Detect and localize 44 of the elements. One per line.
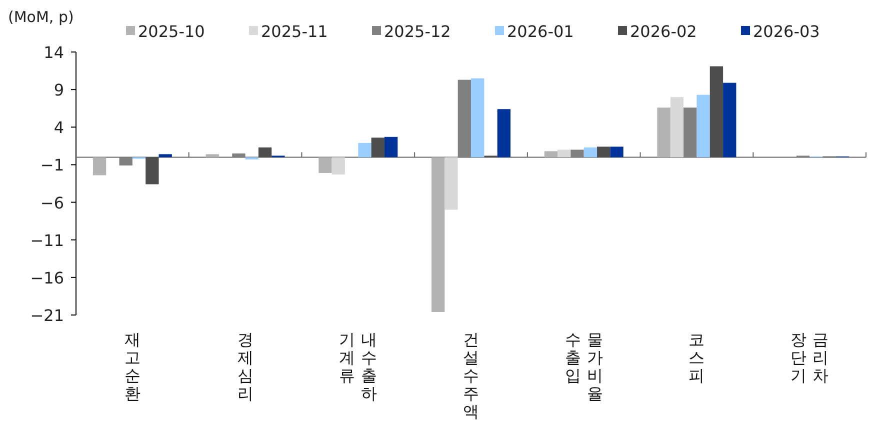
bar (471, 78, 484, 158)
bar (206, 154, 219, 158)
bar (723, 82, 736, 158)
bar (458, 80, 471, 158)
bar (384, 136, 398, 158)
bar (444, 157, 458, 210)
bar (597, 146, 610, 158)
bar (332, 157, 345, 174)
y-tick-label: −16 (30, 268, 64, 288)
bar (670, 97, 684, 158)
bar (92, 157, 106, 176)
y-axis-title: (MoM, p) (8, 8, 74, 26)
bar (119, 157, 132, 166)
bar (358, 142, 372, 158)
bar (371, 138, 384, 158)
legend-label: 2026-01 (507, 22, 574, 41)
legend-label: 2026-02 (630, 22, 697, 41)
y-tick-label: −1 (40, 156, 64, 175)
bar (318, 157, 332, 173)
bar (558, 150, 571, 158)
legend-label: 2025-10 (138, 22, 205, 41)
y-tick-label: 9 (54, 80, 64, 100)
bar (232, 153, 246, 158)
bar (146, 157, 159, 184)
bar (158, 154, 172, 158)
bar (584, 147, 598, 158)
y-tick-label: 4 (54, 118, 64, 138)
bar (657, 108, 670, 158)
y-tick-label: −11 (30, 230, 64, 250)
y-tick-label: 14 (44, 43, 64, 62)
bar (258, 147, 272, 158)
bar (544, 151, 558, 158)
bar (432, 157, 445, 312)
legend-label: 2026-03 (753, 22, 820, 41)
y-tick-label: −6 (40, 193, 64, 212)
bar (710, 66, 724, 158)
bar (696, 94, 710, 158)
legend-label: 2025-12 (384, 22, 451, 41)
bar (684, 108, 697, 158)
legend-label: 2025-11 (261, 22, 328, 41)
bar (570, 150, 584, 158)
y-tick-label: −21 (30, 306, 64, 325)
bar (497, 109, 510, 158)
bar (610, 146, 624, 158)
